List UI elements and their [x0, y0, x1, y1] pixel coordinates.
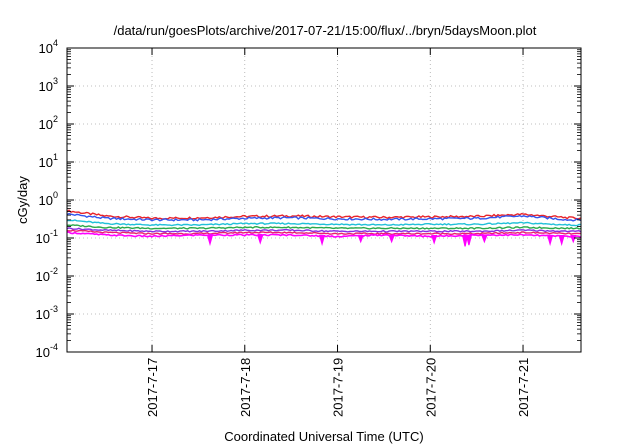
plot-frame [66, 47, 582, 353]
dip-spike [570, 234, 577, 244]
chart-title: /data/run/goesPlots/archive/2017-07-21/1… [114, 23, 537, 38]
y-axis-ticks: 104 103 102 101 100 10-1 10-2 10-3 10-4 [36, 38, 581, 360]
y-tick-label: 100 [39, 190, 58, 208]
dip-spike [461, 234, 469, 247]
x-tick-label: 2017-7-19 [331, 358, 346, 417]
series-line [67, 229, 582, 236]
y-axis-label: cGy/day [15, 176, 30, 224]
dip-spike [257, 234, 264, 245]
x-tick-label: 2017-7-17 [145, 358, 160, 417]
y-tick-label: 103 [39, 76, 58, 94]
dip-spike [431, 234, 438, 245]
dip-spike [388, 234, 395, 244]
series-line [66, 212, 582, 222]
x-axis-label: Coordinated Universal Time (UTC) [224, 429, 423, 444]
x-tick-label: 2017-7-18 [238, 358, 253, 417]
dip-spike [558, 234, 565, 247]
dip-spike [547, 234, 554, 247]
series-lines [66, 209, 582, 247]
y-tick-label: 104 [39, 38, 58, 56]
y-tick-label: 10-3 [36, 304, 58, 322]
y-tick-label: 10-1 [36, 228, 58, 246]
series-line [66, 209, 582, 220]
y-tick-label: 101 [39, 152, 58, 170]
dip-spike [481, 234, 488, 244]
series-line [66, 227, 582, 233]
grid [67, 48, 581, 352]
dip-spike [318, 234, 326, 247]
dip-spike [465, 234, 473, 246]
y-tick-label: 102 [39, 114, 58, 132]
series-line [66, 219, 581, 227]
y-tick-label: 10-4 [36, 342, 58, 360]
series-line [66, 224, 582, 230]
x-tick-label: 2017-7-21 [516, 358, 531, 417]
dip-spike [357, 234, 364, 244]
y-tick-label: 10-2 [36, 266, 58, 284]
x-axis-ticks: 2017-7-17 2017-7-18 2017-7-19 2017-7-20 2017… [145, 48, 531, 417]
dip-spike [206, 234, 214, 247]
x-tick-label: 2017-7-20 [423, 358, 438, 417]
